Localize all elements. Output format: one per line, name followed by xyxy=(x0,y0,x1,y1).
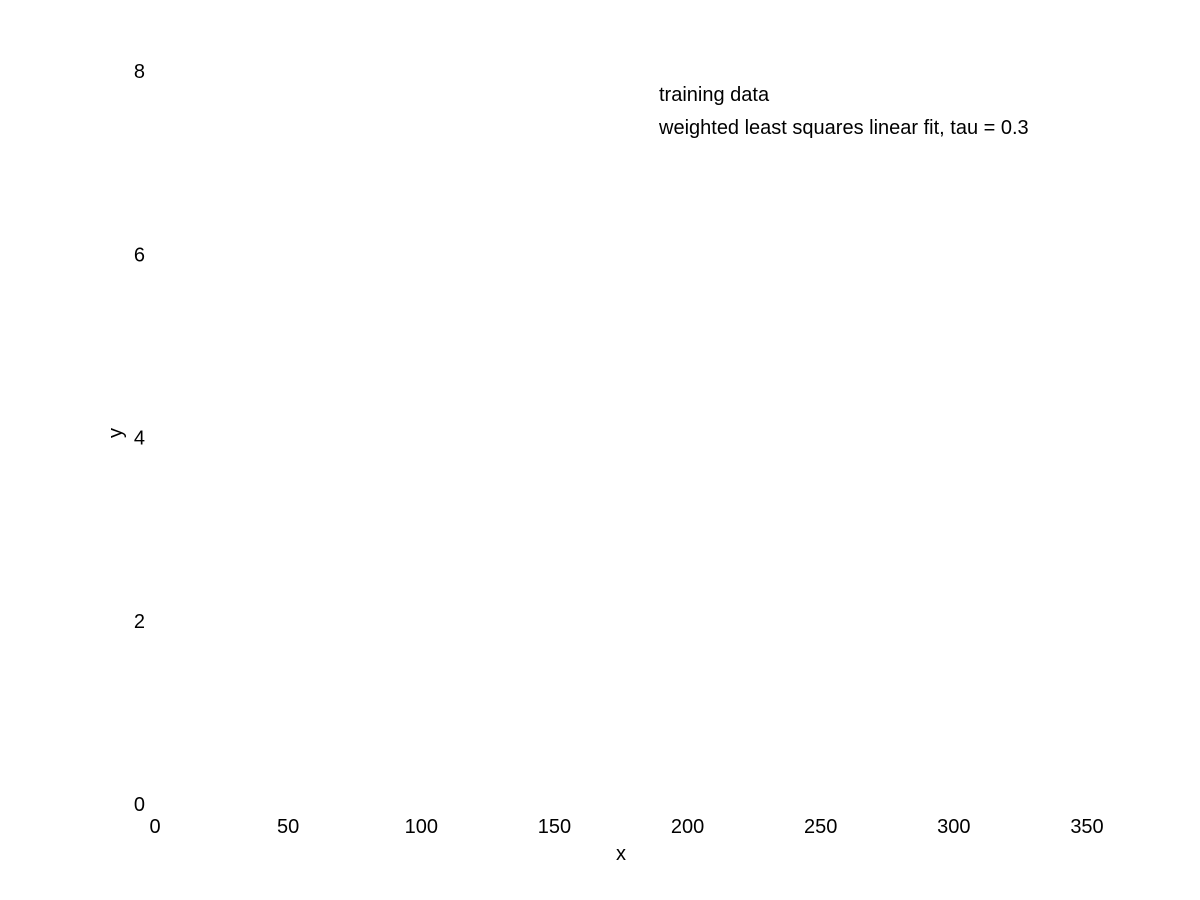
x-tick-label: 50 xyxy=(277,816,299,838)
y-tick-label: 6 xyxy=(134,244,145,266)
y-tick-label: 0 xyxy=(134,794,145,816)
y-tick-labels: 0 2 4 6 8 xyxy=(134,61,145,816)
x-tick-label: 200 xyxy=(671,816,704,838)
y-tick-label: 4 xyxy=(134,428,145,450)
x-tick-label: 100 xyxy=(405,816,438,838)
y-axis-label: y xyxy=(105,428,127,438)
x-tick-label: 250 xyxy=(804,816,837,838)
legend-entry-training-data: training data xyxy=(659,84,770,106)
x-axis-label: x xyxy=(616,843,626,865)
x-tick-label: 300 xyxy=(937,816,970,838)
y-tick-label: 2 xyxy=(134,611,145,633)
x-tick-label: 350 xyxy=(1070,816,1103,838)
legend: training data weighted least squares lin… xyxy=(658,84,1029,139)
legend-entry-wls-fit: weighted least squares linear fit, tau =… xyxy=(658,117,1029,139)
x-tick-label: 0 xyxy=(149,816,160,838)
x-tick-label: 150 xyxy=(538,816,571,838)
y-tick-label: 8 xyxy=(134,61,145,83)
x-tick-labels: 0 50 100 150 200 250 300 350 xyxy=(149,816,1103,838)
